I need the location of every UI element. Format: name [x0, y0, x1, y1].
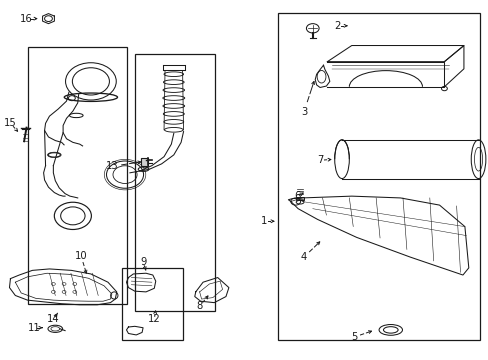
Text: 5: 5 — [350, 332, 357, 342]
Bar — [141, 158, 148, 166]
Text: 4: 4 — [300, 252, 306, 262]
Text: 16: 16 — [20, 14, 32, 24]
Text: 6: 6 — [293, 191, 300, 201]
Text: 2: 2 — [333, 21, 340, 31]
Bar — [27, 47, 127, 304]
Text: 15: 15 — [4, 118, 17, 128]
Text: 8: 8 — [196, 301, 203, 311]
Bar — [135, 54, 215, 311]
Text: 9: 9 — [140, 257, 146, 267]
Bar — [122, 268, 182, 339]
Text: 13: 13 — [105, 161, 118, 171]
Text: 14: 14 — [47, 314, 60, 324]
Text: 12: 12 — [147, 314, 161, 324]
Text: 3: 3 — [300, 107, 306, 117]
Text: 1: 1 — [260, 216, 266, 226]
Text: 7: 7 — [316, 155, 323, 165]
Bar — [277, 13, 479, 339]
Text: 10: 10 — [75, 251, 87, 261]
Bar — [296, 197, 304, 201]
Text: 11: 11 — [27, 323, 40, 333]
